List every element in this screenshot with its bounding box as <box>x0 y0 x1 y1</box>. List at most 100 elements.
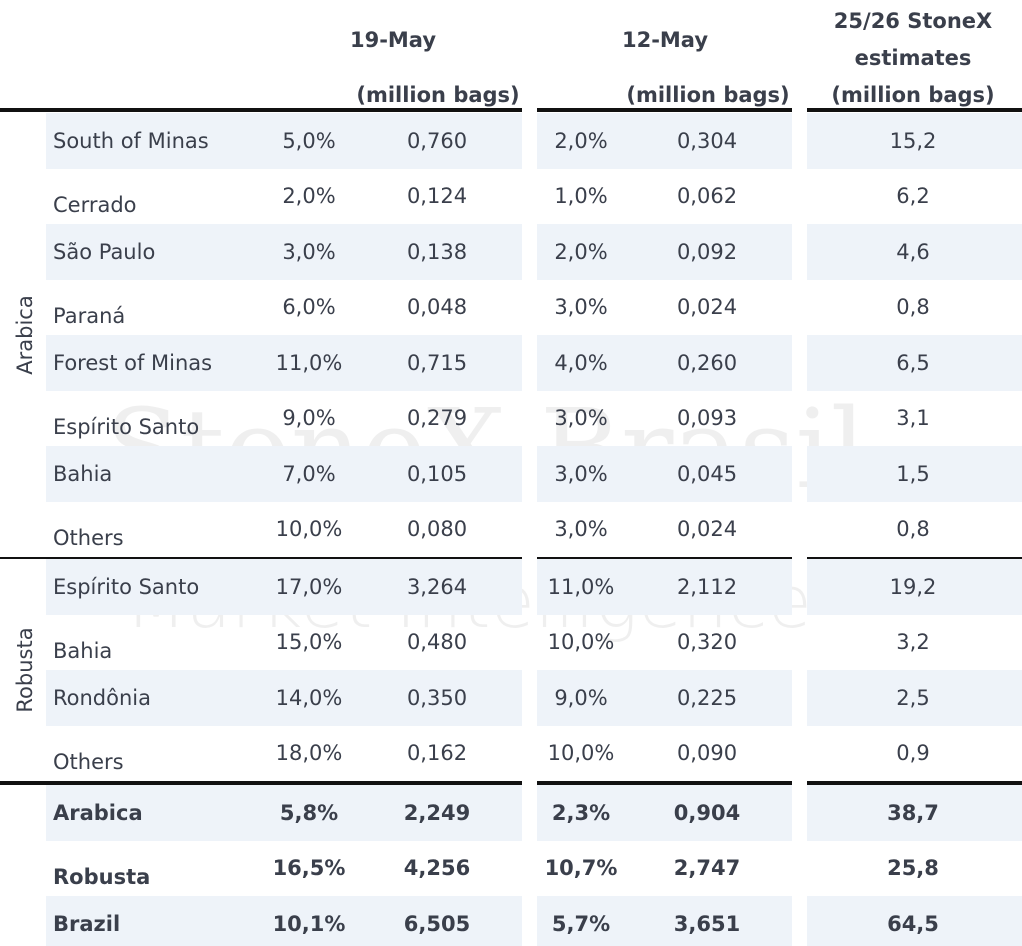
cell: 10,0% <box>547 741 615 766</box>
cell: 16,5% <box>272 856 346 881</box>
cell: 10,1% <box>272 911 346 936</box>
row-shade <box>46 559 522 615</box>
cell: 0,225 <box>676 685 738 710</box>
cell: 5,8% <box>279 800 339 825</box>
row-label: Bahia <box>53 461 113 486</box>
cell: 2,0% <box>282 184 336 209</box>
rule <box>807 108 1022 112</box>
cell: 0,260 <box>676 350 738 375</box>
cell: 4,256 <box>403 856 471 881</box>
row-shade <box>807 559 1022 615</box>
cell: 0,124 <box>406 184 468 209</box>
cell: 3,0% <box>282 239 336 264</box>
cell: 3,2 <box>896 630 930 655</box>
row-label: Bahia <box>53 639 113 664</box>
rule <box>0 781 522 785</box>
cell: 3,0% <box>554 461 608 486</box>
cell: 6,5 <box>896 350 930 375</box>
cell: 0,090 <box>676 741 738 766</box>
header-unit: (million bags) <box>356 83 520 107</box>
cell: 3,0% <box>554 517 608 542</box>
cell: 4,6 <box>896 239 930 264</box>
cell: 0,9 <box>896 741 930 766</box>
row-shade <box>537 446 792 502</box>
cell: 6,0% <box>282 295 336 320</box>
cell: 0,092 <box>676 239 738 264</box>
cell: 0,093 <box>676 406 738 431</box>
row-shade <box>807 785 1022 841</box>
cell: 15,2 <box>889 128 937 153</box>
header-date: 19-May <box>349 28 437 52</box>
row-shade <box>46 224 522 280</box>
row-label: Others <box>53 750 124 775</box>
row-shade <box>807 113 1022 169</box>
cell: 0,760 <box>406 128 468 153</box>
cell: 7,0% <box>282 461 336 486</box>
cell: 2,0% <box>554 128 608 153</box>
rule <box>537 108 792 112</box>
cell: 6,2 <box>896 184 930 209</box>
cell: 15,0% <box>275 630 343 655</box>
row-shade <box>46 335 522 391</box>
cell: 0,904 <box>673 800 741 825</box>
row-shade <box>537 335 792 391</box>
cell: 0,045 <box>676 461 738 486</box>
row-label: Robusta <box>53 865 151 890</box>
row-shade <box>807 224 1022 280</box>
cell: 2,5 <box>896 685 930 710</box>
cell: 0,080 <box>406 517 468 542</box>
cell: 10,0% <box>547 630 615 655</box>
cell: 9,0% <box>282 406 336 431</box>
cell: 10,7% <box>544 856 618 881</box>
cell: 19,2 <box>889 574 937 599</box>
cell: 25,8 <box>887 856 939 881</box>
rule <box>807 557 1022 559</box>
group-label: Robusta <box>13 627 37 713</box>
cell: 3,0% <box>554 406 608 431</box>
rule <box>537 781 792 785</box>
row-label: Paraná <box>53 304 126 329</box>
cell: 0,138 <box>406 239 468 264</box>
row-shade <box>807 896 1022 946</box>
row-shade <box>537 113 792 169</box>
row-shade <box>537 670 792 726</box>
cell: 0,304 <box>676 128 738 153</box>
row-label: Forest of Minas <box>53 350 213 375</box>
row-shade <box>537 896 792 946</box>
cell: 64,5 <box>887 911 939 936</box>
row-shade <box>807 335 1022 391</box>
cell: 38,7 <box>887 800 939 825</box>
cell: 18,0% <box>275 741 343 766</box>
row-label: Cerrado <box>53 193 137 218</box>
cell: 0,162 <box>406 741 468 766</box>
cell: 11,0% <box>547 574 615 599</box>
row-shade <box>46 113 522 169</box>
cell: 2,112 <box>676 574 738 599</box>
cell: 3,0% <box>554 295 608 320</box>
row-label: Brazil <box>53 911 121 936</box>
cell: 0,8 <box>896 295 930 320</box>
cell: 0,715 <box>406 350 468 375</box>
header-unit: (million bags) <box>626 83 790 107</box>
row-label: São Paulo <box>53 239 156 264</box>
row-shade <box>46 785 522 841</box>
cell: 0,350 <box>406 685 468 710</box>
row-shade <box>46 446 522 502</box>
cell: 1,0% <box>554 184 608 209</box>
cell: 14,0% <box>275 685 343 710</box>
cell: 9,0% <box>554 685 608 710</box>
header-date: 12-May <box>621 28 709 52</box>
row-label: Arabica <box>53 800 143 825</box>
row-shade <box>537 224 792 280</box>
rule <box>0 557 522 559</box>
header-estimate: estimates <box>854 46 972 70</box>
cell: 0,320 <box>676 630 738 655</box>
cell: 1,5 <box>896 461 930 486</box>
cell: 10,0% <box>275 517 343 542</box>
cell: 0,105 <box>406 461 468 486</box>
header-estimate: 25/26 StoneX <box>833 9 993 33</box>
cell: 0,062 <box>676 184 738 209</box>
cell: 4,0% <box>554 350 608 375</box>
cell: 3,1 <box>896 406 930 431</box>
